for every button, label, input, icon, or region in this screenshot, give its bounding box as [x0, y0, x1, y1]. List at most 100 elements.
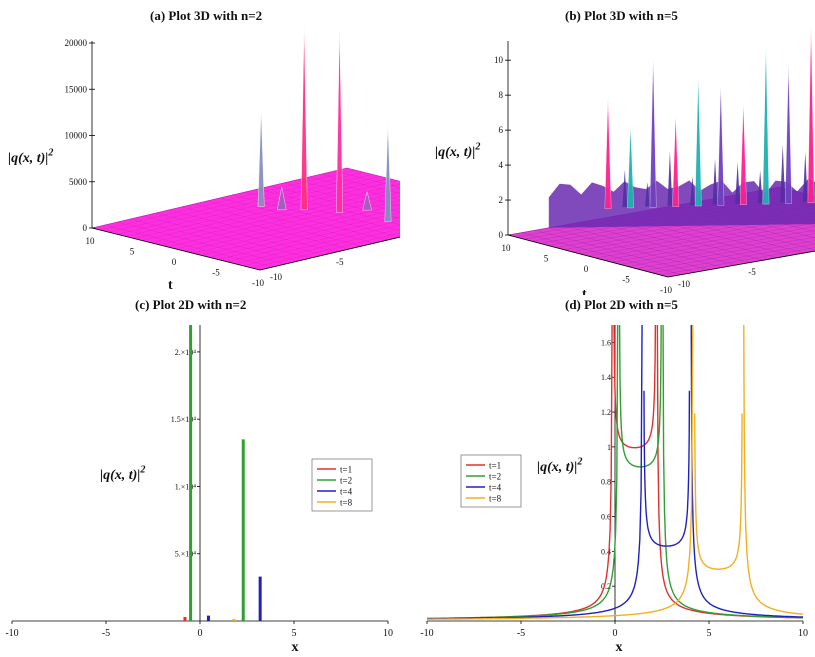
z-axis-label-text: |q(x, t)| [435, 145, 475, 160]
z-tick-label: 10 [494, 55, 504, 65]
x-tick-label: -5 [102, 628, 110, 639]
y-tick-label: 2.×10⁴ [175, 348, 197, 357]
surface-peak [717, 85, 725, 206]
z-tick-label: 0 [499, 230, 504, 240]
x-tick-label: 5 [707, 628, 712, 639]
surface-grid-t [142, 180, 398, 241]
series-line-t=1 [613, 325, 657, 449]
surface-peak-small [780, 144, 786, 203]
surface-peak [627, 126, 634, 209]
t-tick-label: 10 [86, 236, 96, 246]
y-tick-label: 0.6 [601, 513, 611, 522]
z-tick-label: 8 [499, 90, 504, 100]
t-tick-label: -10 [660, 285, 672, 295]
x-tick-label: -10 [420, 628, 433, 639]
z-tick-label: 5000 [69, 177, 88, 187]
legend-label: t=8 [489, 494, 502, 504]
z-axis-label-power: 2 [474, 142, 480, 153]
surface-peak-small [735, 162, 740, 204]
panel-c-2d-plot: -10 -5 0 5 10 5.×10⁴ 1.×10⁴ 1.5×10⁴ 2.×10⁴ x |q(x,… [5, 325, 393, 655]
panel-b: (b) Plot 3D with n=5 0 2 4 6 8 10 |q(x, t)|2 10… [405, 0, 815, 295]
surface-peak-small [622, 169, 628, 208]
series-line-t=8 [427, 325, 694, 620]
series-line-t=8 [694, 413, 743, 570]
z-axis-label: |q(x, t)|2 [100, 465, 145, 483]
surface-peak [604, 98, 612, 209]
surface-grid-t [108, 172, 364, 233]
surface-grid-t [150, 183, 400, 243]
y-tick-label: 1.4 [601, 373, 611, 382]
series-line-t=2 [662, 325, 803, 619]
panel-d-2d-plot: -10 -5 0 5 10 0.2 0.4 0.6 0.8 1 1.2 1.4 1.6 x |q(x, t)… [420, 325, 808, 655]
t-axis-line [507, 234, 669, 278]
y-tick-label: 1 [607, 443, 611, 452]
surface-grid-x [346, 167, 400, 182]
surface-peak [672, 115, 680, 207]
surface-peak [362, 191, 372, 211]
t-tick-label: -10 [252, 278, 264, 288]
z-tick-label: 15000 [65, 84, 88, 94]
series-line-t=1 [656, 325, 803, 619]
t-tick-label: 5 [544, 254, 549, 264]
z-tick-label: 10000 [65, 131, 88, 141]
panel-b-title: (b) Plot 3D with n=5 [565, 8, 678, 23]
surface-grid-t [167, 192, 400, 248]
series-line-t=8 [743, 325, 803, 615]
x-tick-label: 0 [613, 628, 618, 639]
surface-peak [740, 104, 747, 205]
y-tick-label: 1.5×10⁴ [171, 415, 197, 424]
surface-grid-t [133, 178, 390, 239]
surface-grid-x [244, 191, 400, 231]
x-tick-label: 10 [383, 628, 393, 639]
z-tick-label: 2 [499, 195, 504, 205]
x-tick-label: 10 [798, 628, 808, 639]
surface-peak [277, 186, 287, 211]
legend-label: t=1 [489, 461, 501, 471]
surface-peak [300, 24, 308, 211]
series-spike-t=2 [241, 439, 245, 621]
z-tick-label: 4 [499, 160, 504, 170]
x-tick-label: -10 [270, 272, 282, 282]
z-axis-label: |q(x, t)|2 [537, 457, 582, 475]
surface-grid-x [270, 185, 400, 219]
series-line-t=4 [643, 390, 691, 547]
t-tick-label: 5 [130, 247, 135, 257]
x-tick-label: -5 [336, 257, 344, 267]
panel-c-title: (c) Plot 2D with n=2 [135, 297, 247, 312]
series-spike-t=2 [189, 325, 193, 621]
z-axis-label-power: 2 [139, 465, 145, 476]
series-spike-t=1 [183, 616, 187, 621]
surface-grid-x [321, 173, 400, 194]
surface-peak [762, 46, 770, 205]
series-spike-t=4 [258, 576, 262, 621]
x-tick-label: 5 [292, 628, 297, 639]
t-axis-line [91, 227, 261, 271]
x-axis-line [259, 236, 400, 271]
panel-d: (d) Plot 2D with n=5 -10 -5 0 5 10 0.2 0.4 0.6 0… [405, 295, 815, 657]
surface-grid-t [117, 174, 373, 235]
series-spike-t=8 [232, 618, 236, 621]
z-tick-label: 20000 [65, 38, 88, 48]
y-tick-label: 0.2 [601, 582, 611, 591]
t-tick-label: -5 [212, 268, 220, 278]
x-axis-label: x [292, 640, 299, 655]
legend-label: t=8 [340, 498, 353, 508]
panel-d-title: (d) Plot 2D with n=5 [565, 297, 678, 312]
surface-peak-small [712, 158, 718, 205]
panel-c: (c) Plot 2D with n=2 -10 -5 0 5 10 5.×10⁴ 1.×1… [0, 295, 400, 657]
panel-a-3d-plot: 0 5000 10000 15000 20000 |q(x, t)|2 10 5 0 -5 -10 t… [8, 24, 400, 290]
surface-grid-x [334, 170, 400, 188]
z-axis-label-power: 2 [47, 148, 53, 159]
surface-peak [649, 59, 657, 208]
legend-label: t=4 [340, 487, 353, 497]
legend-label: t=2 [340, 476, 352, 486]
z-axis-label-power: 2 [576, 457, 582, 468]
surface-base [91, 167, 400, 271]
surface-ridge [548, 179, 815, 228]
surface-peak-small [757, 170, 763, 204]
surface-peak-small [802, 152, 808, 202]
x-axis-label: x [616, 640, 623, 655]
t-tick-label: 0 [584, 264, 589, 274]
surface-peak [336, 27, 343, 213]
